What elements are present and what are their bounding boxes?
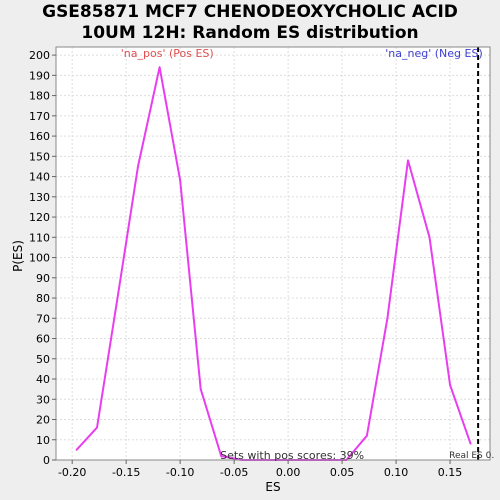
y-tick-label: 190 [29, 69, 50, 82]
y-tick-label: 90 [36, 272, 50, 285]
series-point [449, 384, 451, 386]
series-point [116, 297, 119, 299]
y-tick-label: 10 [36, 434, 50, 447]
y-tick-label: 200 [29, 49, 50, 62]
series-point [179, 179, 182, 182]
series-point [96, 426, 98, 429]
y-tick-label: 140 [29, 171, 50, 184]
y-tick-label: 170 [29, 110, 50, 123]
annotation: 'na_neg' (Neg ES) [385, 47, 482, 60]
y-tick-label: 40 [36, 373, 50, 386]
y-tick-label: 70 [36, 312, 50, 325]
y-tick-label: 130 [29, 191, 50, 204]
y-tick-label: 50 [36, 353, 50, 366]
series-point [407, 159, 409, 162]
chart-title-line-2: 10UM 12H: Random ES distribution [81, 23, 419, 43]
x-axis-label: ES [265, 480, 280, 494]
annotation-layer: 'na_pos' (Pos ES) 'na_neg' (Neg ES) Sets w… [121, 47, 494, 462]
series-point [386, 317, 389, 320]
series-point [220, 455, 223, 457]
x-axis: -0.20 -0.15 -0.10 -0.05 0.00 0.05 0.10 0.15 [58, 460, 462, 479]
y-tick-label: 80 [36, 292, 50, 305]
series-point [137, 165, 139, 168]
series-point [75, 448, 78, 451]
annotation: Sets with pos scores: 39% [220, 449, 364, 462]
x-tick-label: -0.10 [166, 466, 194, 479]
series-point [199, 388, 202, 391]
y-axis-label: P(ES) [11, 240, 25, 272]
x-tick-label: 0.10 [384, 466, 409, 479]
grid [56, 47, 490, 461]
y-tick-label: 180 [29, 90, 50, 103]
series-point [428, 236, 431, 239]
annotation: 'na_pos' (Pos ES) [121, 47, 214, 60]
y-tick-label: 0 [43, 454, 50, 467]
x-tick-label: 0.15 [438, 466, 463, 479]
y-tick-label: 110 [29, 231, 50, 244]
y-tick-label: 30 [36, 393, 50, 406]
plot-border [55, 46, 491, 461]
y-axis: 0 10 20 30 40 50 60 70 80 90 100 110 120 130 140 150 160… [29, 49, 56, 467]
series-point [469, 442, 472, 445]
chart-title-line-1: GSE85871 MCF7 CHENODEOXYCHOLIC ACID [42, 2, 458, 22]
x-tick-label: 0.05 [330, 466, 355, 479]
y-tick-label: 120 [29, 211, 50, 224]
y-tick-label: 20 [36, 414, 50, 427]
y-tick-label: 160 [29, 130, 50, 143]
y-tick-label: 150 [29, 150, 50, 163]
plot-background [56, 47, 490, 460]
x-tick-label: -0.20 [58, 466, 86, 479]
series-point [158, 66, 161, 69]
x-tick-label: -0.05 [220, 466, 248, 479]
y-tick-label: 100 [29, 252, 50, 265]
x-tick-label: 0.00 [276, 466, 301, 479]
real-es-label: Real ES 0. [449, 451, 494, 461]
x-tick-label: -0.15 [112, 466, 140, 479]
series-point [366, 434, 368, 437]
y-tick-label: 60 [36, 333, 50, 346]
